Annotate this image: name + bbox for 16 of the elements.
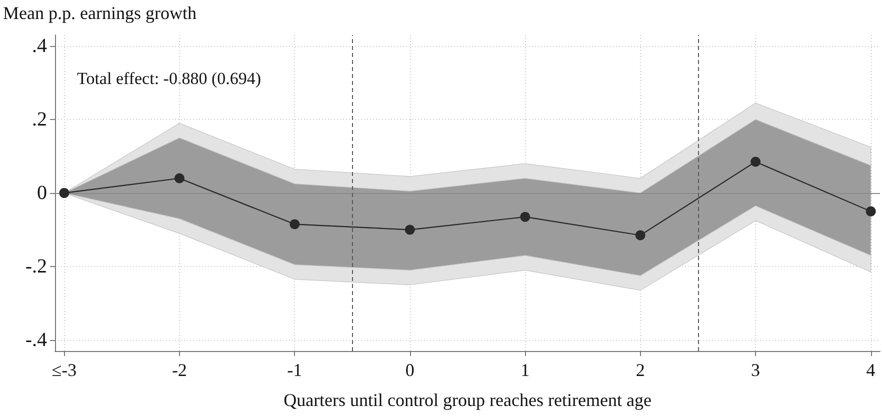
- y-tick-label: -.4: [25, 328, 47, 351]
- y-tick-label: 0: [37, 182, 47, 204]
- x-tick-label: -2: [172, 360, 187, 380]
- y-tick-label: .4: [32, 35, 47, 58]
- x-tick-label: 4: [866, 360, 876, 380]
- x-tick-label: 0: [405, 360, 414, 380]
- y-tick-label: .2: [32, 108, 47, 131]
- annotation: Total effect: -0.880 (0.694): [77, 69, 262, 88]
- x-tick-label: 1: [520, 360, 530, 380]
- y-axis-title: Mean p.p. earnings growth: [3, 3, 196, 23]
- x-tick-label: 3: [751, 360, 760, 380]
- x-axis-title: Quarters until control group reaches retirement age: [284, 390, 652, 410]
- x-tick-label: 2: [636, 360, 645, 380]
- x-tick-label: -1: [287, 360, 302, 380]
- x-tick-label: ≤-3: [52, 360, 77, 380]
- y-tick-label: -.2: [25, 255, 47, 278]
